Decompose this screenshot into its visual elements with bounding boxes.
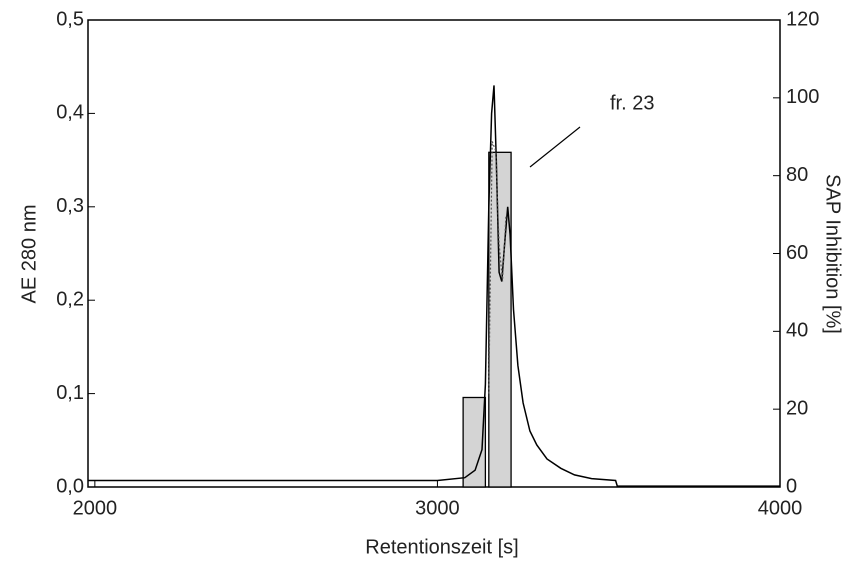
y2-tick-label: 80 [786,164,808,186]
y-tick-label: 0,2 [56,288,84,310]
y-tick-label: 0,1 [56,382,84,404]
y-tick-label: 0,5 [56,8,84,30]
line [488,141,507,394]
bar [488,151,512,488]
y2-tick-label: 0 [786,475,797,497]
x-axis-label: Retentionszeit [s] [365,536,518,558]
x-tick-label: 4000 [758,497,803,519]
line [88,85,780,487]
plot-frame [87,19,781,488]
y2-axis-label: SAP Inhibition [%] [822,174,844,334]
y2-tick-label: 40 [786,320,808,342]
annotation-line [529,126,581,168]
y2-tick-label: 100 [786,86,819,108]
y2-tick-label: 120 [786,8,819,30]
x-tick-label: 3000 [415,497,460,519]
y-tick-label: 0,4 [56,102,84,124]
y-tick-label: 0,0 [56,475,84,497]
bar [462,396,487,488]
y2-tick-label: 60 [786,242,808,264]
annotation: fr. 23 [610,92,654,114]
y-tick-label: 0,3 [56,195,84,217]
y2-tick-label: 20 [786,397,808,419]
x-tick-label: 2000 [73,497,118,519]
y-axis-label: AE 280 nm [18,205,40,304]
